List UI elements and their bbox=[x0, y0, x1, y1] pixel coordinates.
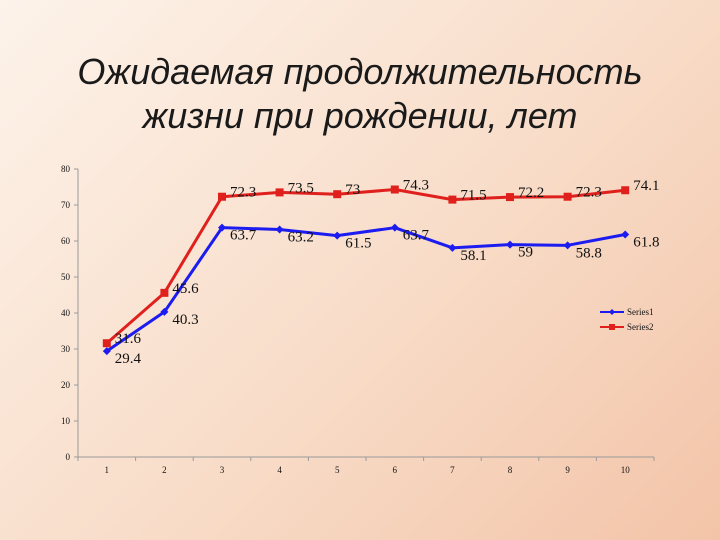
series-line bbox=[105, 226, 626, 353]
x-axis-ticks: 1 2 3 4 5 6 7 8 9 10 bbox=[77, 457, 655, 475]
legend: Series1 Series2 bbox=[600, 307, 654, 332]
y-axis-ticks: 0 10 20 30 40 50 60 70 80 bbox=[61, 164, 78, 462]
y-tick-label: 60 bbox=[61, 236, 71, 246]
data-point-marker bbox=[102, 347, 111, 356]
data-label: 63.2 bbox=[288, 229, 314, 245]
series-layer: 29.440.363.7 63.2 61.5 63.758.1 59 58.861.831… bbox=[102, 178, 659, 367]
data-point-marker bbox=[621, 186, 630, 195]
y-tick-label: 40 bbox=[61, 308, 71, 318]
data-label: 63.7 bbox=[230, 228, 257, 244]
data-point-marker bbox=[218, 192, 226, 201]
data-label: 61.5 bbox=[345, 236, 371, 252]
data-label: 74.1 bbox=[633, 178, 659, 194]
legend-swatch-marker bbox=[609, 324, 615, 330]
data-point-marker bbox=[448, 195, 457, 204]
data-label: 72.3 bbox=[230, 185, 256, 201]
series-2: 31.6 45.6 72.3 73.5 73 74.3 71.5 72.2 72.3 74.1 bbox=[102, 178, 659, 348]
data-label: 71.5 bbox=[460, 188, 486, 204]
data-point-marker bbox=[390, 223, 399, 232]
data-point-marker bbox=[160, 288, 169, 297]
y-tick-label: 0 bbox=[66, 452, 71, 462]
data-label: 74.3 bbox=[403, 178, 429, 194]
x-tick-label: 1 bbox=[105, 465, 110, 475]
legend-item: Series1 bbox=[600, 307, 654, 317]
data-label: 61.8 bbox=[633, 235, 659, 251]
slide-title: Ожидаемая продолжительность жизни при ро… bbox=[0, 50, 720, 138]
series-line bbox=[105, 188, 626, 345]
title-line-1: Ожидаемая продолжительность bbox=[77, 51, 643, 92]
data-point-marker bbox=[160, 307, 169, 316]
x-tick-label: 10 bbox=[621, 465, 631, 475]
data-point-marker bbox=[563, 241, 572, 250]
data-label: 45.6 bbox=[172, 281, 199, 297]
data-point-marker bbox=[390, 185, 399, 194]
data-label: 59 bbox=[518, 245, 533, 261]
data-point-marker bbox=[448, 243, 457, 252]
x-tick-label: 5 bbox=[335, 465, 340, 475]
y-tick-label: 70 bbox=[61, 200, 71, 210]
title-line-2: жизни при рождении, лет bbox=[142, 95, 578, 136]
x-tick-label: 6 bbox=[393, 465, 398, 475]
data-label: 58.1 bbox=[460, 248, 486, 264]
data-point-marker bbox=[275, 225, 284, 234]
plot-area: 0 10 20 30 40 50 60 70 80 1 2 3 4 5 6 7 8 9 10 29.4 40.3 63… bbox=[61, 164, 659, 475]
data-label: 73 bbox=[345, 182, 360, 198]
x-tick-label: 8 bbox=[508, 465, 513, 475]
legend-swatch-marker bbox=[609, 309, 615, 315]
x-tick-label: 3 bbox=[220, 465, 225, 475]
data-label: 58.8 bbox=[576, 245, 602, 261]
legend-label: Series1 bbox=[627, 307, 654, 317]
x-tick-label: 2 bbox=[162, 465, 167, 475]
data-label: 72.3 bbox=[576, 185, 602, 201]
data-point-marker bbox=[563, 192, 572, 201]
data-point-marker bbox=[621, 230, 630, 239]
series-1: 29.4 40.3 63.7 63.2 61.5 63.7 58.1 59 58.8 61.8 bbox=[102, 223, 659, 367]
x-tick-label: 9 bbox=[565, 465, 570, 475]
x-tick-label: 4 bbox=[277, 465, 282, 475]
data-label: 29.4 bbox=[115, 351, 142, 367]
y-tick-label: 30 bbox=[61, 344, 71, 354]
x-tick-label: 7 bbox=[450, 465, 455, 475]
legend-item: Series2 bbox=[600, 322, 654, 332]
data-point-marker bbox=[506, 193, 514, 202]
data-point-marker bbox=[218, 223, 226, 232]
data-point-marker bbox=[506, 240, 514, 249]
data-point-marker bbox=[275, 188, 284, 197]
data-point-marker bbox=[333, 190, 342, 199]
legend-label: Series2 bbox=[627, 322, 654, 332]
y-tick-label: 20 bbox=[61, 380, 71, 390]
y-tick-label: 80 bbox=[61, 164, 71, 174]
data-point-marker bbox=[333, 231, 342, 240]
data-label: 31.6 bbox=[115, 331, 142, 347]
data-label: 73.5 bbox=[288, 180, 314, 196]
data-label: 72.2 bbox=[518, 185, 544, 201]
data-point-marker bbox=[102, 339, 111, 348]
data-label: 40.3 bbox=[172, 312, 198, 328]
data-label: 63.7 bbox=[403, 228, 430, 244]
y-tick-label: 10 bbox=[61, 416, 71, 426]
y-tick-label: 50 bbox=[61, 272, 71, 282]
